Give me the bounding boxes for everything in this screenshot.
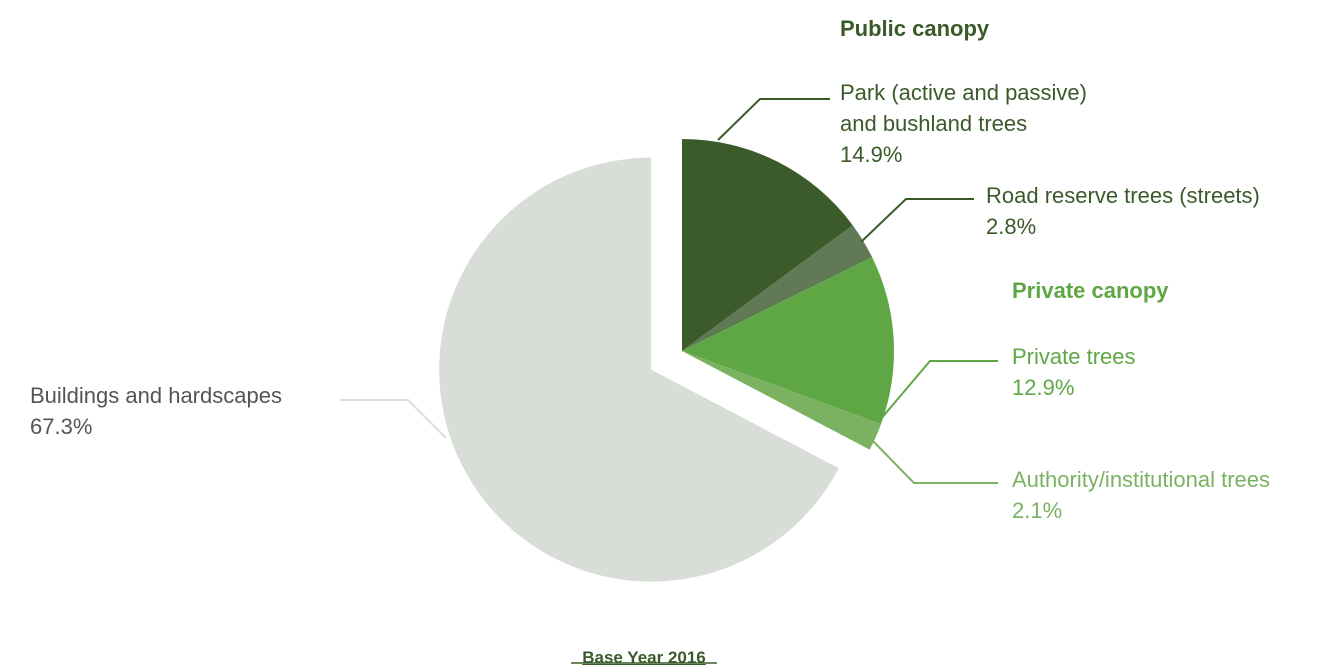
leader-line-2: [879, 360, 998, 421]
pie-slice-2: [682, 257, 894, 425]
pie-slice-1: [682, 225, 873, 351]
slice-value-3: 2.1%: [1012, 498, 1062, 523]
leader-line-1: [860, 198, 974, 243]
pie-slice-4: [439, 157, 839, 582]
slice-value-2: 12.9%: [1012, 375, 1074, 400]
slice-label-0-line-0: Park (active and passive): [840, 80, 1087, 105]
slice-value-4: 67.3%: [30, 414, 92, 439]
slice-labels: Park (active and passive) and bushland tr…: [30, 80, 1270, 523]
private-canopy-title: Private canopy: [1012, 278, 1169, 303]
pie-slices: [439, 139, 894, 582]
leader-lines: [340, 98, 998, 484]
public-canopy-title: Public canopy: [840, 16, 990, 41]
pie-slice-0: [682, 139, 853, 351]
slice-label-0-line-1: and bushland trees: [840, 111, 1027, 136]
slice-label-2-line-0: Private trees: [1012, 344, 1136, 369]
slice-label-4-line-0: Buildings and hardscapes: [30, 383, 282, 408]
slice-value-0: 14.9%: [840, 142, 902, 167]
slice-value-1: 2.8%: [986, 214, 1036, 239]
base-year-caption: Base Year 2016: [582, 648, 706, 665]
slice-label-3-line-0: Authority/institutional trees: [1012, 467, 1270, 492]
leader-line-3: [871, 439, 998, 484]
pie-slice-3: [682, 351, 882, 450]
leader-line-0: [717, 98, 830, 141]
leader-line-4: [340, 399, 447, 439]
slice-label-1-line-0: Road reserve trees (streets): [986, 183, 1260, 208]
